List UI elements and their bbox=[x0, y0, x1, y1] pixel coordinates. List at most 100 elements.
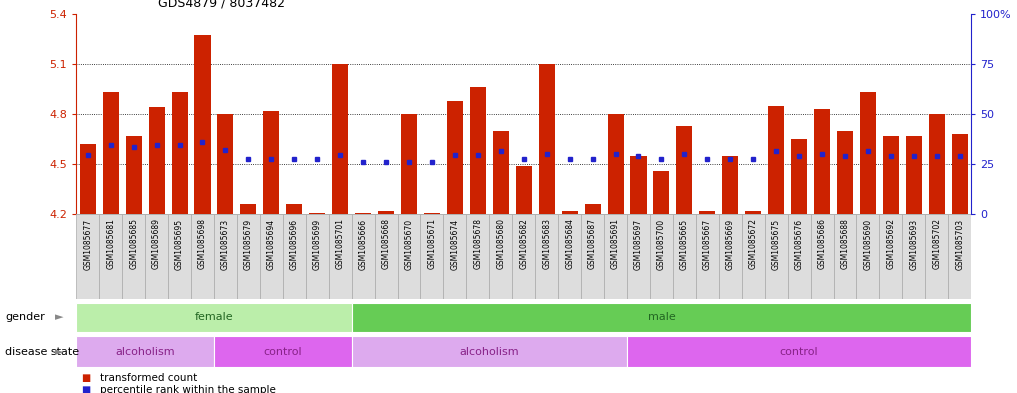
Bar bbox=[513, 214, 535, 299]
Bar bbox=[328, 214, 352, 299]
Text: GSM1085693: GSM1085693 bbox=[909, 219, 918, 270]
Text: GSM1085699: GSM1085699 bbox=[312, 219, 321, 270]
Text: ■: ■ bbox=[81, 385, 91, 393]
Bar bbox=[398, 214, 420, 299]
Bar bbox=[535, 214, 558, 299]
Bar bbox=[214, 214, 237, 299]
Bar bbox=[837, 131, 853, 214]
Bar bbox=[378, 211, 395, 214]
Bar bbox=[333, 64, 348, 214]
Bar bbox=[860, 92, 876, 214]
Bar bbox=[585, 204, 601, 214]
Bar bbox=[741, 214, 765, 299]
Text: GSM1085686: GSM1085686 bbox=[818, 219, 827, 270]
Bar bbox=[76, 336, 214, 367]
Bar bbox=[493, 131, 508, 214]
Text: GSM1085672: GSM1085672 bbox=[749, 219, 758, 270]
Bar bbox=[283, 214, 306, 299]
Bar bbox=[856, 214, 880, 299]
Bar bbox=[516, 166, 532, 214]
Bar bbox=[306, 214, 328, 299]
Text: GSM1085702: GSM1085702 bbox=[933, 219, 942, 270]
Text: GSM1085697: GSM1085697 bbox=[634, 219, 643, 270]
Text: GSM1085683: GSM1085683 bbox=[542, 219, 551, 270]
Bar bbox=[906, 136, 921, 214]
Bar bbox=[309, 213, 325, 214]
Text: GSM1085680: GSM1085680 bbox=[496, 219, 505, 270]
Bar bbox=[76, 303, 352, 332]
Bar bbox=[446, 101, 463, 214]
Bar bbox=[929, 114, 945, 214]
Text: GSM1085668: GSM1085668 bbox=[381, 219, 391, 270]
Text: disease state: disease state bbox=[5, 347, 79, 357]
Text: GSM1085677: GSM1085677 bbox=[83, 219, 93, 270]
Text: GSM1085671: GSM1085671 bbox=[427, 219, 436, 270]
Text: GSM1085700: GSM1085700 bbox=[657, 219, 666, 270]
Text: GSM1085674: GSM1085674 bbox=[451, 219, 460, 270]
Bar bbox=[76, 214, 100, 299]
Bar bbox=[627, 336, 971, 367]
Bar bbox=[925, 214, 948, 299]
Bar bbox=[214, 336, 352, 367]
Text: control: control bbox=[780, 347, 819, 357]
Bar bbox=[768, 106, 784, 214]
Text: control: control bbox=[263, 347, 302, 357]
Bar bbox=[103, 92, 119, 214]
Text: GSM1085682: GSM1085682 bbox=[520, 219, 528, 269]
Text: GSM1085679: GSM1085679 bbox=[244, 219, 253, 270]
Bar bbox=[489, 214, 513, 299]
Bar bbox=[791, 139, 807, 214]
Bar bbox=[558, 214, 581, 299]
Bar bbox=[263, 111, 280, 214]
Text: GSM1085691: GSM1085691 bbox=[611, 219, 620, 270]
Text: GSM1085690: GSM1085690 bbox=[863, 219, 873, 270]
Text: gender: gender bbox=[5, 312, 45, 322]
Bar bbox=[470, 87, 486, 214]
Text: GSM1085703: GSM1085703 bbox=[955, 219, 964, 270]
Bar bbox=[676, 126, 693, 214]
Text: GSM1085665: GSM1085665 bbox=[680, 219, 689, 270]
Bar bbox=[191, 214, 214, 299]
Bar bbox=[581, 214, 604, 299]
Bar bbox=[420, 214, 443, 299]
Text: GSM1085694: GSM1085694 bbox=[266, 219, 276, 270]
Bar bbox=[240, 204, 256, 214]
Text: GSM1085681: GSM1085681 bbox=[106, 219, 115, 269]
Bar bbox=[194, 35, 211, 214]
Text: GSM1085678: GSM1085678 bbox=[473, 219, 482, 270]
Bar bbox=[286, 204, 302, 214]
Bar bbox=[352, 303, 971, 332]
Text: ►: ► bbox=[55, 347, 63, 357]
Bar bbox=[539, 64, 554, 214]
Text: ►: ► bbox=[55, 312, 63, 322]
Bar bbox=[627, 214, 650, 299]
Bar bbox=[653, 171, 669, 214]
Bar bbox=[700, 211, 715, 214]
Bar bbox=[100, 214, 122, 299]
Text: GSM1085666: GSM1085666 bbox=[359, 219, 367, 270]
Text: GSM1085688: GSM1085688 bbox=[840, 219, 849, 269]
Text: GSM1085669: GSM1085669 bbox=[726, 219, 735, 270]
Bar bbox=[467, 214, 489, 299]
Bar bbox=[650, 214, 673, 299]
Text: GSM1085687: GSM1085687 bbox=[588, 219, 597, 270]
Bar bbox=[172, 92, 187, 214]
Text: male: male bbox=[648, 312, 675, 322]
Bar bbox=[218, 114, 234, 214]
Bar bbox=[237, 214, 260, 299]
Bar bbox=[401, 114, 417, 214]
Text: GSM1085673: GSM1085673 bbox=[221, 219, 230, 270]
Text: female: female bbox=[194, 312, 233, 322]
Text: GSM1085701: GSM1085701 bbox=[336, 219, 345, 270]
Bar bbox=[787, 214, 811, 299]
Bar bbox=[607, 114, 623, 214]
Bar bbox=[952, 134, 968, 214]
Bar bbox=[814, 109, 830, 214]
Bar bbox=[604, 214, 627, 299]
Bar bbox=[719, 214, 741, 299]
Bar bbox=[260, 214, 283, 299]
Text: GSM1085667: GSM1085667 bbox=[703, 219, 712, 270]
Text: alcoholism: alcoholism bbox=[115, 347, 175, 357]
Text: transformed count: transformed count bbox=[100, 373, 197, 383]
Bar bbox=[168, 214, 191, 299]
